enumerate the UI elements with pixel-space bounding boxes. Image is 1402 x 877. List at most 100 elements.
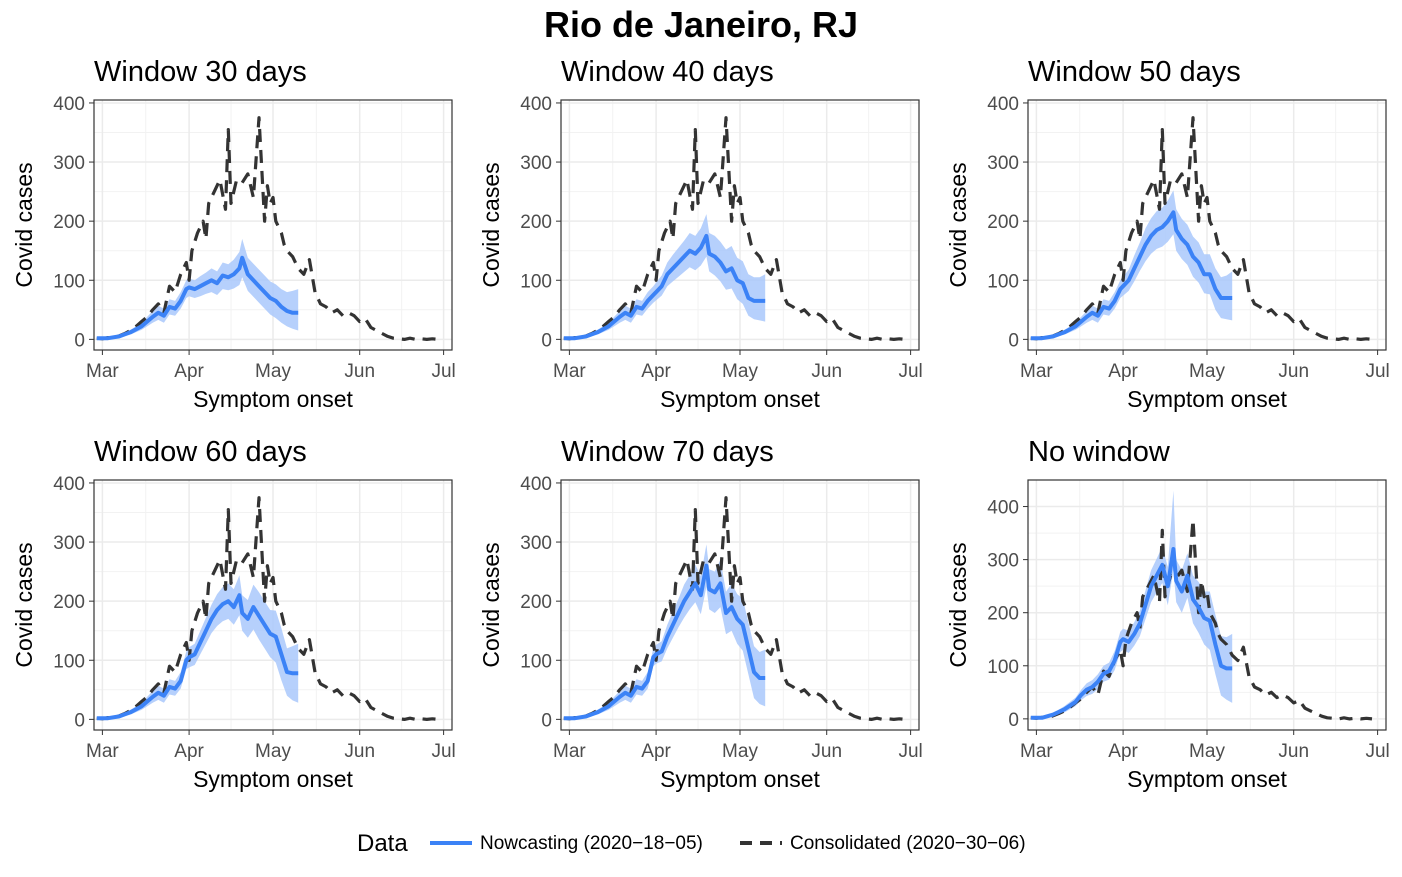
x-tick-label: Apr bbox=[641, 361, 671, 382]
nowcast-ribbon bbox=[563, 544, 766, 719]
nowcast-line bbox=[563, 233, 766, 341]
x-tick-label: Jul bbox=[1365, 361, 1389, 382]
y-tick-label: 300 bbox=[987, 153, 1019, 174]
y-tick-label: 300 bbox=[987, 551, 1019, 572]
panel-border bbox=[93, 99, 453, 351]
y-tick-label: 400 bbox=[520, 94, 552, 115]
panel-3: Window 50 days Mar Apr May Jun Jul 0 100 200 300 4… bbox=[945, 56, 1390, 412]
y-axis-title: Covid cases bbox=[11, 542, 37, 667]
panel-2: Window 40 days Mar Apr May Jun Jul 0 100 200 300 4… bbox=[478, 56, 923, 412]
y-tick-label: 0 bbox=[541, 330, 552, 351]
x-axis-title: Symptom onset bbox=[660, 386, 820, 412]
panel-title: No window bbox=[1028, 436, 1171, 468]
y-axis-title: Covid cases bbox=[945, 542, 971, 667]
x-tick-label: May bbox=[255, 741, 291, 762]
panel-5: Window 70 days Mar Apr May Jun Jul 0 100 200 300 4… bbox=[478, 436, 923, 792]
legend: Data Nowcasting (2020−18−05) Consolidate… bbox=[357, 830, 1026, 857]
y-tick-label: 400 bbox=[520, 474, 552, 495]
x-tick-label: Apr bbox=[174, 741, 204, 762]
y-tick-label: 200 bbox=[53, 592, 85, 613]
legend-label-nowcasting: Nowcasting (2020−18−05) bbox=[480, 833, 703, 854]
x-tick-label: May bbox=[1189, 741, 1225, 762]
panel-border bbox=[1027, 99, 1387, 351]
y-tick-label: 200 bbox=[987, 604, 1019, 625]
x-axis-title: Symptom onset bbox=[193, 766, 353, 792]
x-tick-label: Jul bbox=[1365, 741, 1389, 762]
consolidated-line bbox=[1030, 116, 1373, 341]
y-tick-label: 100 bbox=[987, 657, 1019, 678]
y-tick-label: 100 bbox=[520, 271, 552, 292]
panel-1: Window 30 days Mar Apr May Jun Jul 0 100 200 300 4… bbox=[11, 56, 456, 412]
consolidated-line bbox=[96, 116, 439, 341]
x-tick-label: Jun bbox=[344, 741, 375, 762]
y-tick-label: 200 bbox=[987, 212, 1019, 233]
x-tick-label: Mar bbox=[86, 741, 119, 762]
y-tick-label: 200 bbox=[520, 212, 552, 233]
panel-title: Window 60 days bbox=[94, 436, 307, 468]
x-tick-label: Jul bbox=[431, 361, 455, 382]
nowcast-ribbon bbox=[1030, 190, 1233, 339]
x-axis-title: Symptom onset bbox=[1127, 386, 1287, 412]
consolidated-line bbox=[563, 496, 906, 721]
panel-title: Window 70 days bbox=[561, 436, 774, 468]
x-tick-label: May bbox=[722, 741, 758, 762]
y-tick-label: 200 bbox=[53, 212, 85, 233]
y-tick-label: 300 bbox=[520, 153, 552, 174]
x-tick-label: Jul bbox=[431, 741, 455, 762]
consolidated-line bbox=[563, 116, 906, 341]
y-tick-label: 0 bbox=[1008, 710, 1019, 731]
y-tick-label: 100 bbox=[520, 651, 552, 672]
consolidated-line bbox=[96, 496, 439, 721]
x-axis-title: Symptom onset bbox=[193, 386, 353, 412]
nowcast-line bbox=[1030, 210, 1233, 341]
x-tick-label: Jul bbox=[898, 741, 922, 762]
y-tick-label: 400 bbox=[987, 498, 1019, 519]
x-tick-label: Apr bbox=[1108, 741, 1138, 762]
y-tick-label: 400 bbox=[53, 94, 85, 115]
x-tick-label: Apr bbox=[1108, 361, 1138, 382]
y-tick-label: 0 bbox=[541, 710, 552, 731]
panel-border bbox=[560, 479, 920, 731]
x-tick-label: Apr bbox=[641, 741, 671, 762]
panel-border bbox=[1027, 479, 1387, 731]
y-tick-label: 400 bbox=[53, 474, 85, 495]
x-tick-label: Mar bbox=[1020, 741, 1053, 762]
x-tick-label: May bbox=[1189, 361, 1225, 382]
y-axis-title: Covid cases bbox=[478, 542, 504, 667]
y-axis-title: Covid cases bbox=[478, 162, 504, 287]
x-tick-label: Jun bbox=[811, 361, 842, 382]
x-tick-label: Apr bbox=[174, 361, 204, 382]
y-tick-label: 400 bbox=[987, 94, 1019, 115]
panel-border bbox=[560, 99, 920, 351]
y-tick-label: 0 bbox=[74, 710, 85, 731]
x-tick-label: Jun bbox=[811, 741, 842, 762]
nowcast-line bbox=[563, 563, 766, 721]
y-tick-label: 0 bbox=[74, 330, 85, 351]
y-tick-label: 200 bbox=[520, 592, 552, 613]
y-tick-label: 300 bbox=[53, 153, 85, 174]
x-tick-label: Jun bbox=[1278, 741, 1309, 762]
nowcast-ribbon bbox=[1030, 490, 1233, 719]
main-title: Rio de Janeiro, RJ bbox=[544, 4, 858, 45]
x-tick-label: Mar bbox=[1020, 361, 1053, 382]
y-tick-label: 300 bbox=[520, 533, 552, 554]
x-axis-title: Symptom onset bbox=[660, 766, 820, 792]
x-tick-label: Jun bbox=[1278, 361, 1309, 382]
panel-6: No window Mar Apr May Jun Jul 0 100 200 300 400 Sym… bbox=[945, 436, 1390, 792]
legend-label-consolidated: Consolidated (2020−30−06) bbox=[790, 833, 1026, 854]
y-tick-label: 100 bbox=[53, 271, 85, 292]
y-tick-label: 300 bbox=[53, 533, 85, 554]
x-tick-label: Jun bbox=[344, 361, 375, 382]
x-tick-label: Mar bbox=[553, 361, 586, 382]
panel-border bbox=[93, 479, 453, 731]
panel-title: Window 50 days bbox=[1028, 56, 1241, 88]
panel-title: Window 40 days bbox=[561, 56, 774, 88]
legend-title: Data bbox=[357, 830, 408, 857]
x-tick-label: Mar bbox=[86, 361, 119, 382]
x-tick-label: Jul bbox=[898, 361, 922, 382]
y-tick-label: 100 bbox=[987, 271, 1019, 292]
y-axis-title: Covid cases bbox=[11, 162, 37, 287]
y-axis-title: Covid cases bbox=[945, 162, 971, 287]
x-tick-label: May bbox=[255, 361, 291, 382]
